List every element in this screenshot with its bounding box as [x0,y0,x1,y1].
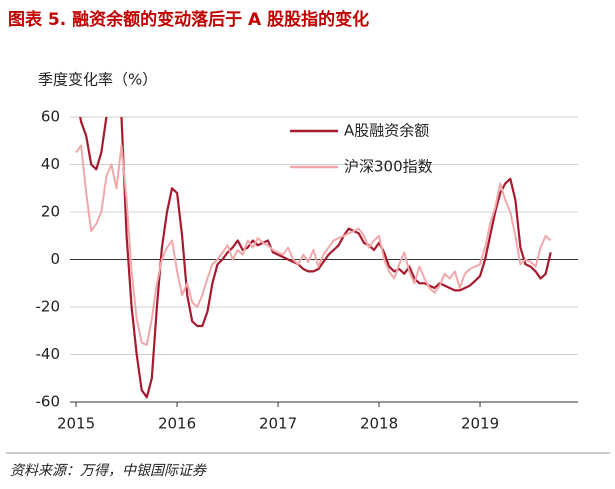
series-line [79,117,552,399]
plot-area [75,117,552,399]
chart-title: 图表 5. 融资余额的变动落后于 A 股股指的变化 [8,9,369,30]
legend-label: 沪深300指数 [344,158,433,176]
source: 资料来源：万得，中银国际证券 [10,463,207,479]
legend-label: A股融资余额 [344,122,429,140]
x-tick-label: 2015 [57,415,95,433]
y-tick-label: -60 [36,393,61,411]
y-tick-label: 20 [41,203,60,221]
x-tick-label: 2019 [461,415,499,433]
series-line [75,144,552,346]
y-tick-label: 0 [50,250,60,268]
y-tick-label: -40 [36,345,61,363]
y-axis-label: 季度变化率（%） [38,71,157,89]
y-tick-label: 40 [41,155,60,173]
y-tick-label: 60 [41,108,60,126]
x-tick-label: 2016 [158,415,196,433]
y-tick-label: -20 [36,298,61,316]
x-tick-label: 2017 [259,415,297,433]
x-tick-label: 2018 [360,415,398,433]
